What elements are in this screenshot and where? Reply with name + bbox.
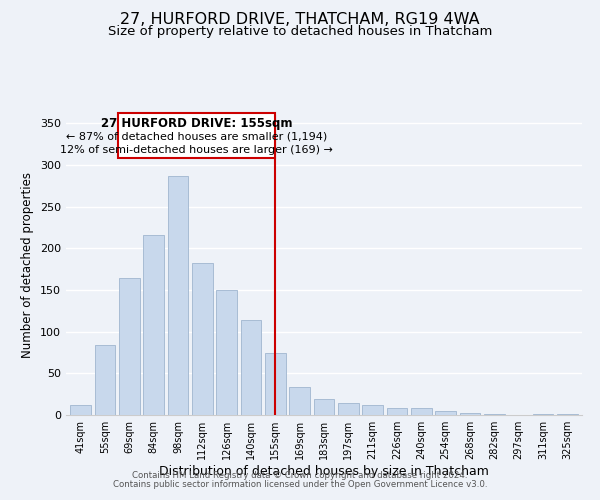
Bar (241, 320, 262, 415)
Bar (265, 352, 286, 415)
Text: ← 87% of detached houses are smaller (1,194): ← 87% of detached houses are smaller (1,… (66, 132, 328, 141)
Bar (95, 345, 115, 415)
Text: 12% of semi-detached houses are larger (169) →: 12% of semi-detached houses are larger (… (61, 145, 333, 155)
Bar (436, 411, 456, 415)
Text: 27, HURFORD DRIVE, THATCHAM, RG19 4WA: 27, HURFORD DRIVE, THATCHAM, RG19 4WA (120, 12, 480, 28)
Bar (70, 405, 91, 415)
Y-axis label: Number of detached properties: Number of detached properties (22, 172, 34, 358)
Bar (460, 414, 481, 415)
Bar (386, 408, 407, 415)
Bar (119, 278, 140, 415)
Bar (167, 176, 188, 415)
X-axis label: Distribution of detached houses by size in Thatcham: Distribution of detached houses by size … (159, 465, 489, 478)
Bar (362, 405, 383, 415)
FancyBboxPatch shape (118, 114, 275, 158)
Text: Size of property relative to detached houses in Thatcham: Size of property relative to detached ho… (108, 25, 492, 38)
Bar (338, 404, 359, 415)
Text: Contains HM Land Registry data © Crown copyright and database right 2024.: Contains HM Land Registry data © Crown c… (132, 471, 468, 480)
Bar (289, 386, 310, 415)
Bar (192, 264, 212, 415)
Bar (411, 408, 432, 415)
Text: 27 HURFORD DRIVE: 155sqm: 27 HURFORD DRIVE: 155sqm (101, 117, 293, 130)
Bar (557, 414, 578, 415)
Bar (533, 414, 553, 415)
Text: Contains public sector information licensed under the Open Government Licence v3: Contains public sector information licen… (113, 480, 487, 489)
Bar (143, 235, 164, 415)
Bar (314, 399, 334, 415)
Bar (484, 414, 505, 415)
Bar (216, 290, 237, 415)
